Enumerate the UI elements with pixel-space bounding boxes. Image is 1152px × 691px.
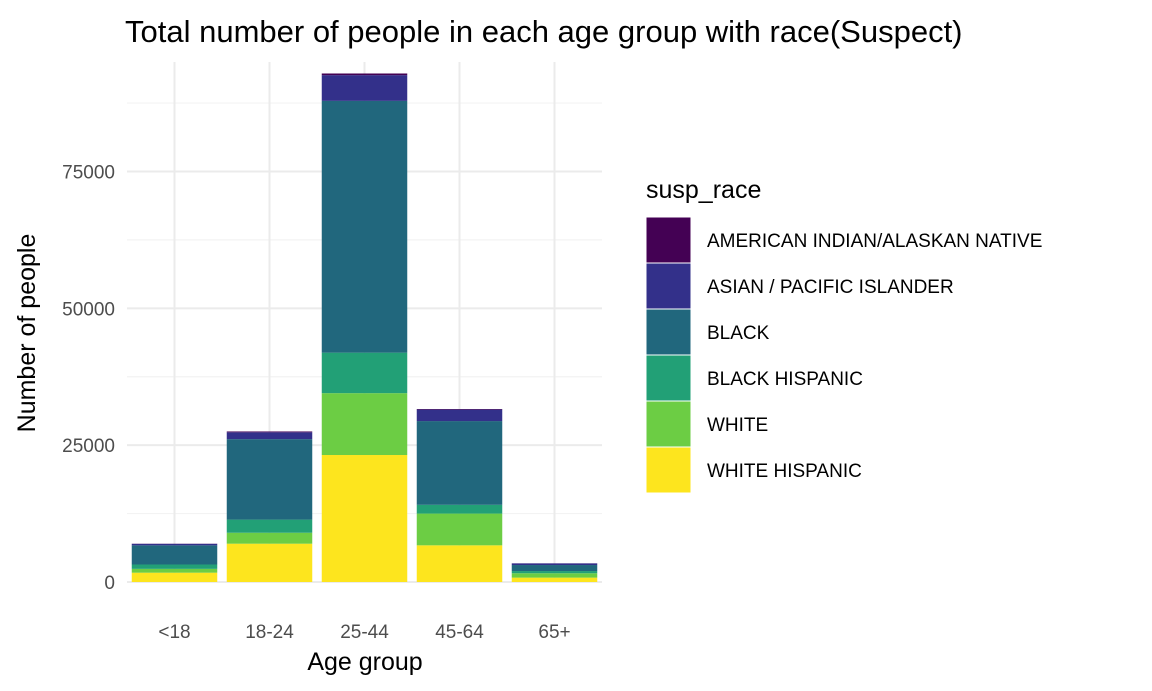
bar-segment [226,432,313,440]
y-axis-title: Number of people [13,234,41,433]
bar-segment [321,393,408,456]
bar-segment [416,421,503,505]
y-tick-label: 75000 [62,162,115,183]
legend-label: AMERICAN INDIAN/ALASKAN NATIVE [707,231,1042,252]
y-tick-label: 50000 [62,299,115,320]
bar-segment [416,504,503,514]
bar-segment [321,455,408,582]
bar-segment [226,439,313,520]
y-tick-label: 25000 [62,436,115,457]
legend-swatch [645,354,692,402]
legend-swatch [645,216,692,264]
legend-label: WHITE HISPANIC [707,461,862,482]
bar-segment [131,543,218,546]
bar-segment [416,513,503,546]
bar-segment [511,577,598,582]
bar-segment [416,409,503,422]
bar-segment [321,73,408,76]
x-tick-label: 65+ [538,622,570,643]
bar-segment [321,100,408,353]
bar-segment [416,545,503,582]
bar-segment [511,571,598,574]
x-axis-title: Age group [307,648,422,676]
legend-swatch [645,400,692,448]
x-tick-label: 18-24 [245,622,294,643]
bar-segment [226,543,313,582]
bar-segment [511,565,598,572]
legend-title: susp_race [646,176,761,204]
bar-segment [321,75,408,101]
bar-segment [511,573,598,578]
bar-segment [416,409,503,410]
x-tick-label: 45-64 [435,622,484,643]
y-axis-ticks: 0 25000 50000 75000 [62,162,115,594]
bar-segment [511,563,598,566]
legend-swatch [645,308,692,356]
x-tick-label: 25-44 [340,622,389,643]
bar-segment [131,564,218,569]
x-tick-label: <18 [158,622,190,643]
x-axis-ticks: <18 18-24 25-44 45-64 65+ [158,622,570,643]
legend-swatch [645,446,692,494]
bar-segment [226,519,313,533]
y-tick-label: 0 [104,573,115,594]
legend-label: BLACK [707,323,770,344]
bar-segment [226,431,313,433]
bar-segment [131,545,218,565]
bar-stacks [131,73,598,582]
bar-segment [131,572,218,582]
legend-label: BLACK HISPANIC [707,369,863,390]
legend: susp_race AMERICAN INDIAN/ALASKAN NATIVE… [645,176,1042,494]
legend-label: WHITE [707,415,768,436]
legend-label: ASIAN / PACIFIC ISLANDER [707,277,954,298]
bar-segment [321,352,408,394]
chart-title: Total number of people in each age group… [125,14,963,49]
legend-swatch [645,262,692,310]
bar-segment [226,532,313,544]
bar-segment [131,568,218,573]
